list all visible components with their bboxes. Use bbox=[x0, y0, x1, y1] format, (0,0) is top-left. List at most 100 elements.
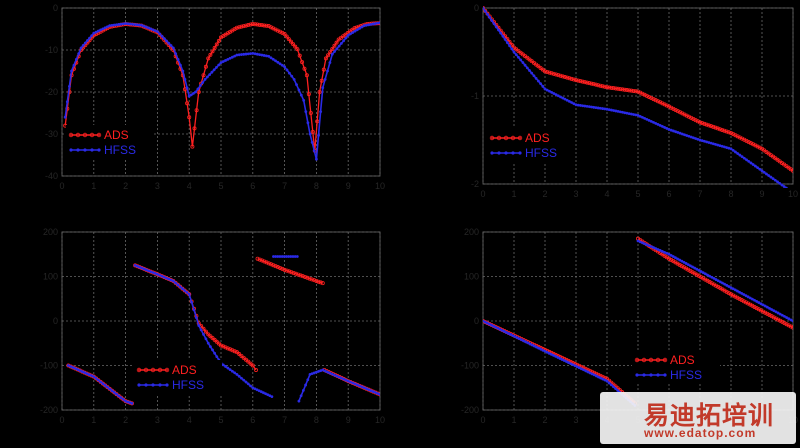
data-point-hfss bbox=[265, 54, 268, 58]
data-point-hfss bbox=[782, 185, 786, 188]
data-point-hfss bbox=[785, 316, 788, 319]
data-point-ads bbox=[653, 98, 658, 103]
data-point-hfss bbox=[287, 71, 291, 75]
data-point-hfss bbox=[494, 25, 498, 29]
data-point-ads bbox=[282, 32, 287, 37]
data-point-hfss bbox=[537, 346, 540, 350]
data-point-ads bbox=[223, 345, 228, 350]
data-point-hfss bbox=[552, 92, 556, 95]
data-point-hfss bbox=[137, 23, 141, 27]
legend-marker bbox=[83, 148, 87, 152]
data-point-hfss bbox=[716, 143, 720, 147]
data-point-ads bbox=[607, 85, 612, 90]
data-point-hfss bbox=[285, 255, 288, 258]
data-point-hfss bbox=[135, 23, 139, 27]
data-point-ads bbox=[246, 359, 251, 364]
data-point-hfss bbox=[605, 379, 609, 383]
data-point-hfss bbox=[240, 53, 243, 56]
data-point-hfss bbox=[333, 50, 336, 53]
tick-label-x: 10 bbox=[788, 189, 798, 199]
data-point-hfss bbox=[110, 389, 114, 393]
legend-marker bbox=[503, 135, 509, 141]
data-point-ads bbox=[547, 70, 552, 75]
legend-marker bbox=[150, 367, 156, 373]
data-point-ads bbox=[576, 78, 581, 83]
data-point-hfss bbox=[638, 240, 642, 244]
data-point-hfss bbox=[497, 28, 500, 32]
tick-label-x: 3 bbox=[573, 189, 578, 199]
data-point-hfss bbox=[621, 110, 624, 114]
data-point-hfss bbox=[714, 278, 718, 281]
tick-label-x: 2 bbox=[542, 415, 547, 425]
data-point-hfss bbox=[519, 58, 523, 62]
data-point-ads bbox=[208, 52, 213, 57]
data-point-hfss bbox=[674, 130, 678, 134]
data-point-ads bbox=[302, 66, 307, 71]
data-point-hfss bbox=[72, 63, 76, 67]
data-point-hfss bbox=[65, 100, 69, 104]
data-point-ads bbox=[306, 92, 311, 97]
data-point-hfss bbox=[597, 375, 600, 379]
tick-label-x: 8 bbox=[314, 181, 319, 191]
data-point-hfss bbox=[744, 294, 748, 298]
data-point-hfss bbox=[729, 147, 733, 151]
data-point-hfss bbox=[695, 267, 699, 271]
data-point-hfss bbox=[156, 30, 159, 33]
data-point-ads bbox=[724, 129, 729, 134]
data-point-ads bbox=[591, 82, 596, 87]
data-point-ads bbox=[709, 124, 714, 129]
data-point-hfss bbox=[101, 382, 105, 386]
data-point-hfss bbox=[579, 104, 582, 107]
data-point-hfss bbox=[594, 374, 598, 378]
data-point-ads bbox=[352, 26, 357, 31]
data-point-hfss bbox=[525, 66, 529, 70]
data-point-hfss bbox=[326, 69, 329, 73]
tick-label-y: 100 bbox=[43, 272, 58, 282]
data-point-ads bbox=[260, 258, 265, 263]
data-point-hfss bbox=[117, 23, 121, 26]
data-point-hfss bbox=[349, 380, 352, 384]
data-point-ads bbox=[257, 257, 262, 262]
data-point-hfss bbox=[780, 313, 784, 317]
data-point-hfss bbox=[787, 317, 791, 321]
data-point-ads bbox=[210, 49, 215, 54]
data-point-hfss bbox=[528, 69, 531, 72]
data-point-ads bbox=[658, 100, 663, 105]
data-point-hfss bbox=[144, 268, 148, 272]
legend-box bbox=[66, 125, 154, 159]
data-point-hfss bbox=[579, 367, 583, 371]
data-point-hfss bbox=[517, 337, 521, 341]
data-point-ads bbox=[312, 278, 317, 283]
data-point-hfss bbox=[625, 111, 629, 115]
data-point-hfss bbox=[335, 374, 339, 378]
data-point-hfss bbox=[353, 29, 357, 33]
data-point-hfss bbox=[791, 319, 793, 323]
data-point-hfss bbox=[110, 23, 114, 27]
watermark-logo: 易迪拓培训 www.edatop.com bbox=[600, 392, 796, 444]
data-point-hfss bbox=[171, 46, 175, 50]
data-point-hfss bbox=[342, 377, 345, 381]
data-point-hfss bbox=[226, 366, 230, 370]
data-point-ads bbox=[300, 274, 305, 279]
data-point-ads bbox=[647, 94, 652, 99]
data-point-hfss bbox=[556, 356, 560, 359]
tick-label-y: 0 bbox=[53, 3, 58, 13]
data-point-hfss bbox=[590, 105, 593, 109]
data-point-hfss bbox=[691, 265, 694, 269]
data-point-ads bbox=[305, 275, 310, 280]
data-point-ads bbox=[315, 119, 320, 124]
data-point-ads bbox=[616, 86, 621, 91]
data-point-hfss bbox=[758, 167, 762, 171]
data-point-hfss bbox=[623, 111, 627, 115]
data-point-hfss bbox=[278, 62, 282, 66]
data-point-ads bbox=[282, 267, 287, 272]
data-point-hfss bbox=[641, 115, 644, 119]
data-point-hfss bbox=[508, 44, 511, 48]
data-point-ads bbox=[640, 91, 645, 96]
data-point-hfss bbox=[514, 53, 518, 57]
data-point-hfss bbox=[483, 320, 487, 324]
data-point-hfss bbox=[128, 401, 132, 404]
data-point-hfss bbox=[652, 246, 655, 249]
data-point-ads bbox=[629, 88, 634, 93]
